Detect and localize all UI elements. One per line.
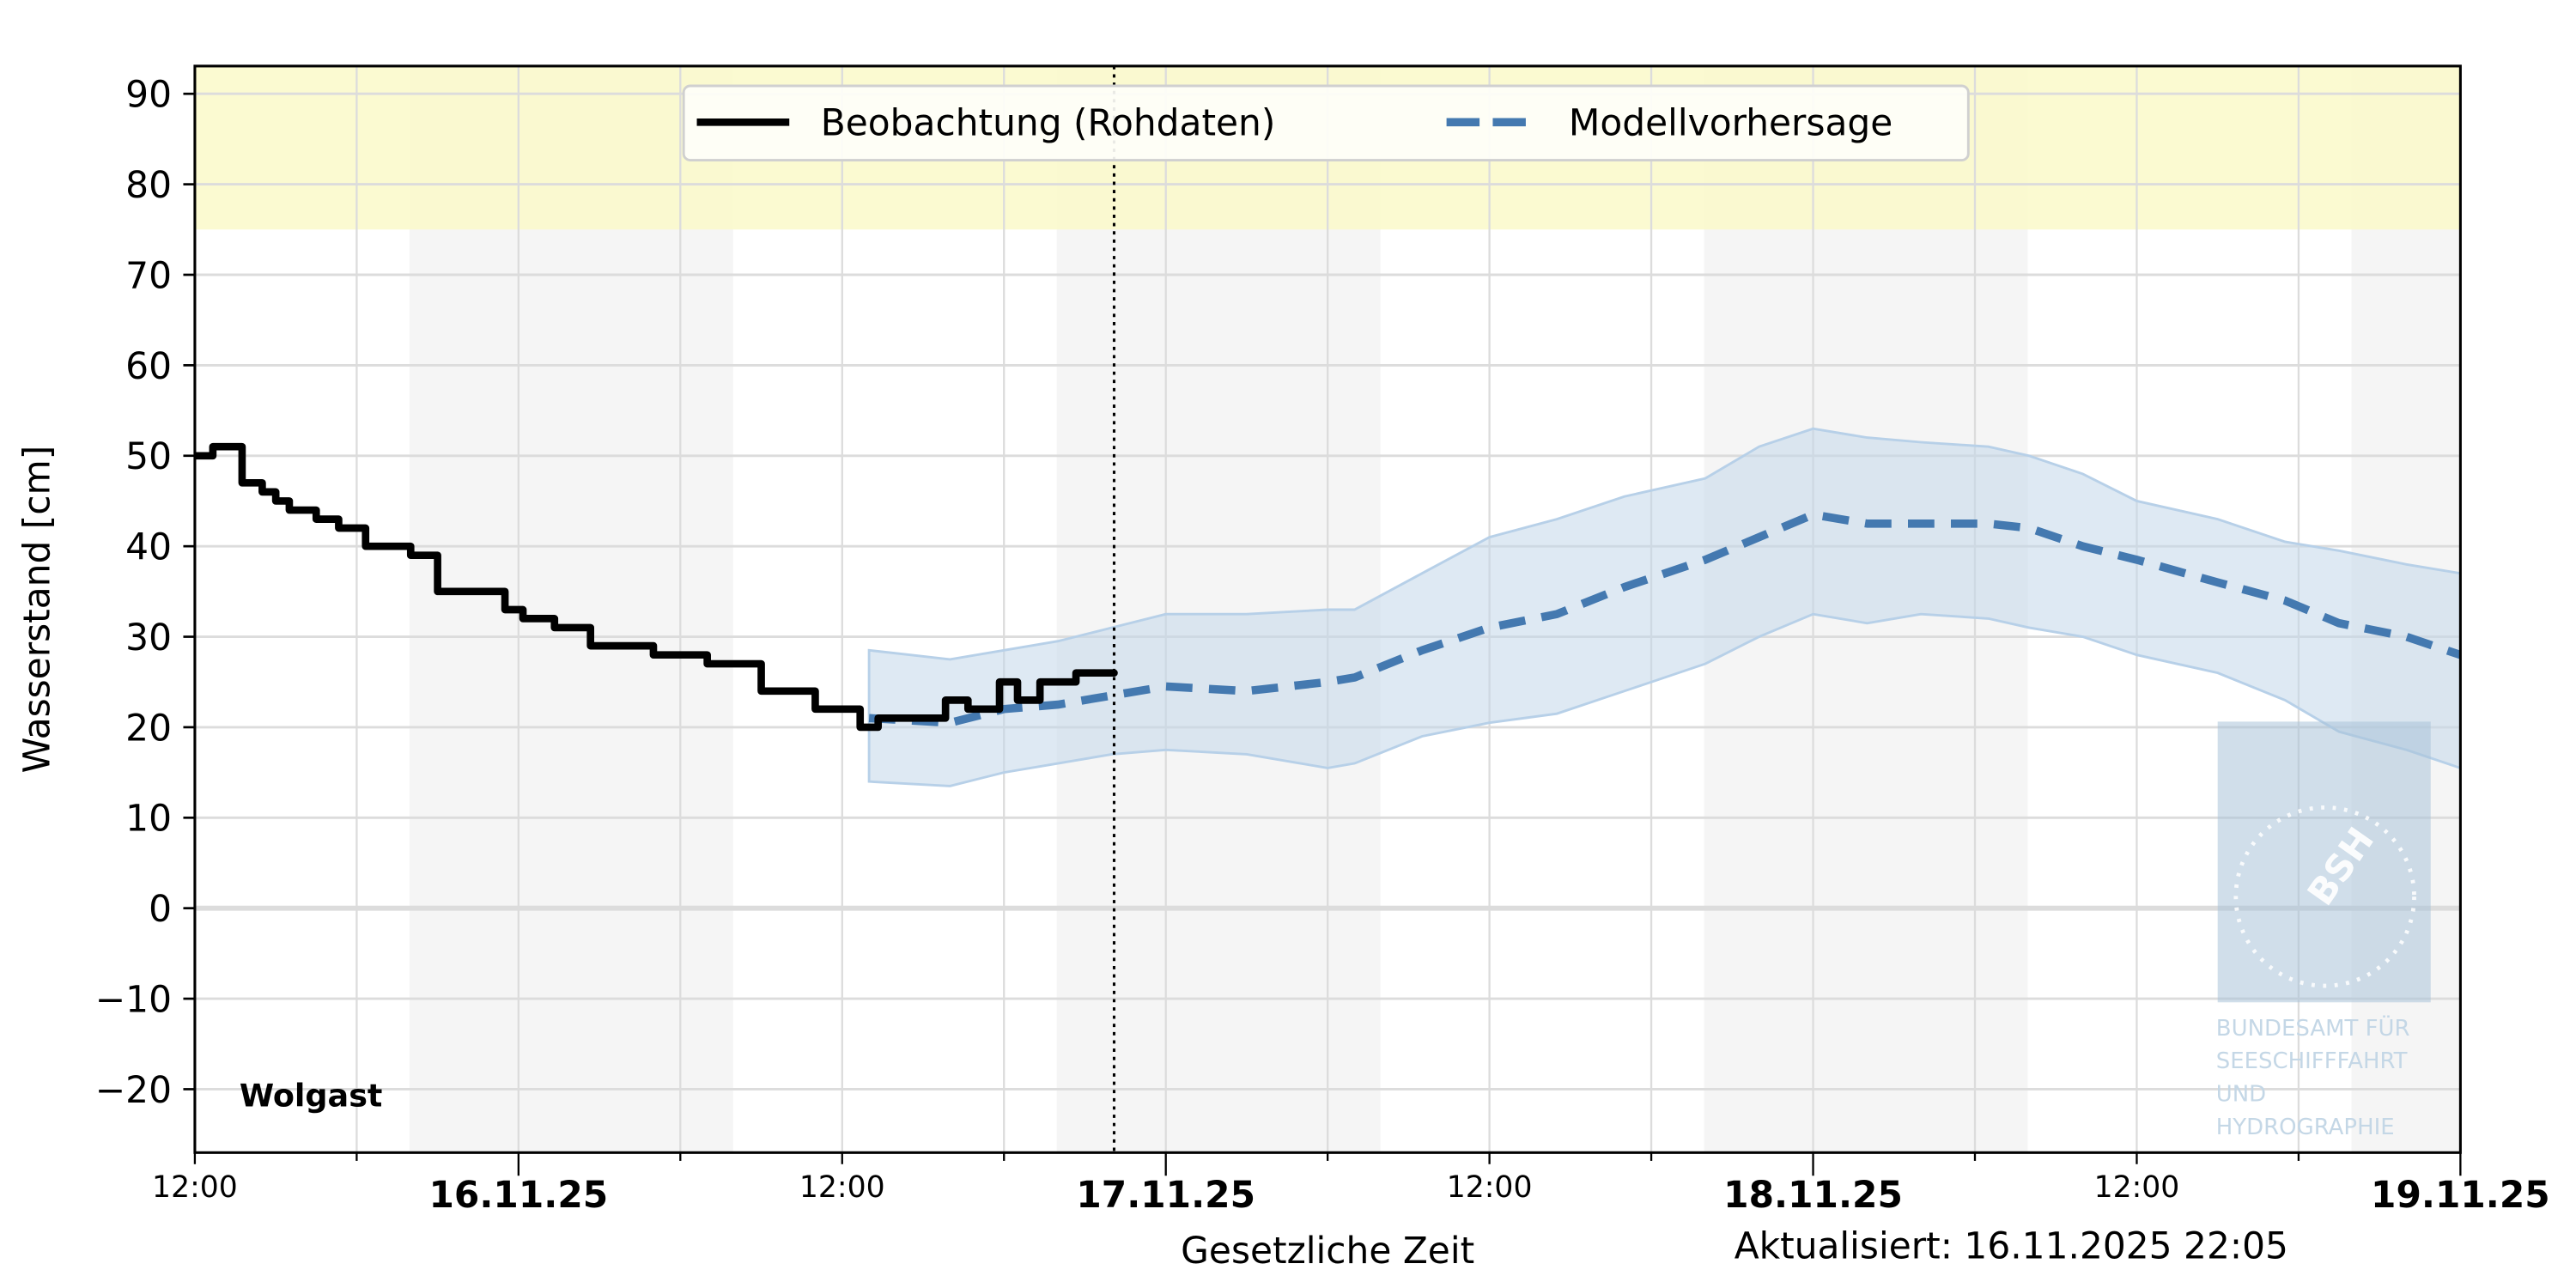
x-tick-label: 16.11.25 — [428, 1174, 608, 1216]
y-tick-label: 70 — [125, 254, 172, 296]
forecast-uncertainty-band — [867, 427, 2461, 787]
y-tick-label: 10 — [125, 798, 172, 840]
x-tick-label: 12:00 — [152, 1170, 238, 1205]
y-tick-label: 40 — [125, 526, 172, 568]
y-tick-label: 0 — [149, 888, 172, 930]
y-axis-label: Wasserstand [cm] — [16, 446, 58, 774]
x-tick-label: 12:00 — [1447, 1170, 1533, 1205]
y-tick-label: 80 — [125, 164, 172, 206]
x-tick-label: 12:00 — [799, 1170, 885, 1205]
x-axis: 12:00 16.11.25 12:00 17.11.25 12:00 18.11.25 1… — [152, 1152, 2550, 1216]
x-tick-label: 19.11.25 — [2371, 1174, 2550, 1216]
legend: Beobachtung (Rohdaten) Modellvorhersage — [682, 84, 1970, 161]
x-tick-label: 17.11.25 — [1076, 1174, 1255, 1216]
watermark-text: HYDROGRAPHIE — [2216, 1115, 2395, 1140]
legend-observation-label: Beobachtung (Rohdaten) — [821, 102, 1276, 144]
station-label: Wolgast — [240, 1077, 383, 1114]
y-tick-label: −10 — [95, 978, 172, 1020]
y-tick-label: 20 — [125, 707, 172, 749]
y-tick-label: 60 — [125, 345, 172, 387]
x-axis-label: Gesetzliche Zeit — [1181, 1230, 1474, 1272]
y-tick-label: 90 — [125, 74, 172, 116]
y-tick-label: −20 — [95, 1069, 172, 1111]
legend-forecast-label: Modellvorhersage — [1569, 102, 1893, 144]
y-axis: 90 80 70 60 50 40 30 20 10 0 −10 −20 — [95, 74, 195, 1111]
watermark-text: UND — [2216, 1082, 2266, 1108]
observation-line — [194, 442, 1118, 732]
y-tick-label: 30 — [125, 617, 172, 659]
y-tick-label: 50 — [125, 435, 172, 477]
x-tick-label: 18.11.25 — [1723, 1174, 1903, 1216]
x-tick-label: 12:00 — [2094, 1170, 2180, 1205]
updated-timestamp: Aktualisiert: 16.11.2025 22:05 — [1735, 1224, 2288, 1267]
watermark-text: SEESCHIFFFAHRT — [2216, 1048, 2408, 1074]
forecast-line — [868, 510, 2461, 727]
watermark-text: BUNDESAMT FÜR — [2216, 1014, 2410, 1042]
